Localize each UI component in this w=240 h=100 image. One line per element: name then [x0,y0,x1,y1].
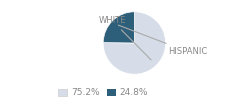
Wedge shape [103,12,166,74]
Text: HISPANIC: HISPANIC [118,25,207,56]
Wedge shape [103,12,134,43]
Text: WHITE: WHITE [98,16,151,60]
Legend: 75.2%, 24.8%: 75.2%, 24.8% [55,85,152,100]
